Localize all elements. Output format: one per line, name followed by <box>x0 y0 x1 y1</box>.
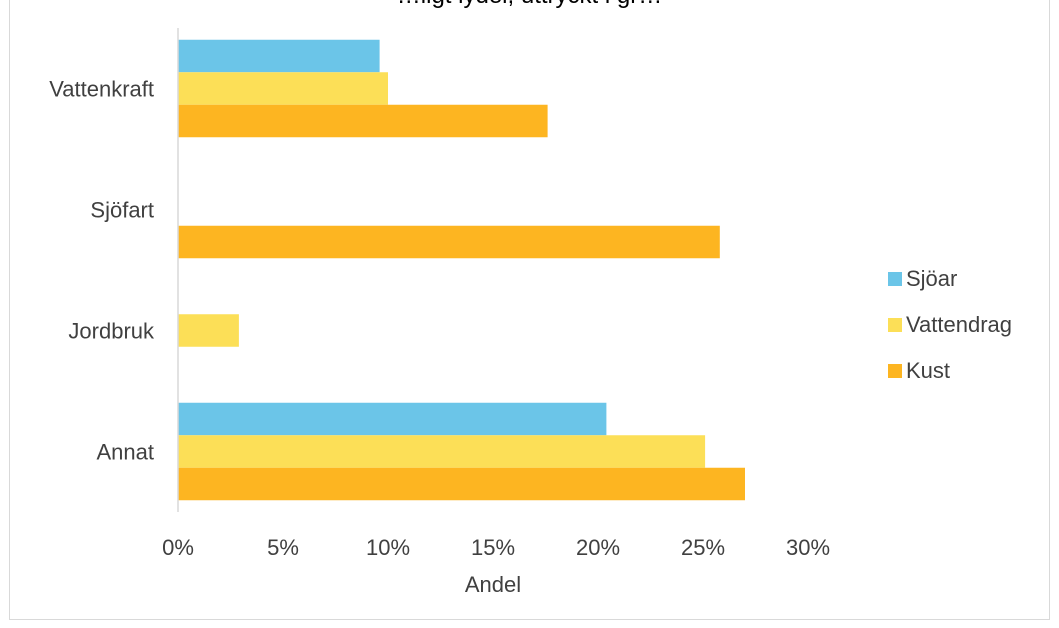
x-tick-label: 25% <box>681 535 725 560</box>
legend-label-vattendrag: Vattendrag <box>906 312 1013 337</box>
bar-sjofart-kust <box>178 225 720 259</box>
legend-item-sjoar: Sjöar <box>888 256 1012 302</box>
legend-item-vattendrag: Vattendrag <box>888 302 1012 348</box>
legend-swatch-kust <box>888 364 902 378</box>
category-label-jordbruk: Jordbruk <box>68 319 155 344</box>
x-tick-label: 0% <box>162 535 194 560</box>
category-label-vattenkraft: Vattenkraft <box>49 77 154 102</box>
chart-title: …ligt lydel, uttryckt i gr… <box>0 0 1059 10</box>
category-label-annat: Annat <box>97 440 155 465</box>
legend-item-kust: Kust <box>888 348 1012 394</box>
x-tick-label: 10% <box>366 535 410 560</box>
x-tick-label: 20% <box>576 535 620 560</box>
legend: Sjöar Vattendrag Kust <box>888 256 1012 394</box>
x-axis-title: Andel <box>465 572 521 597</box>
bar-vattenkraft-sjoar <box>178 39 380 73</box>
bar-vattenkraft-kust <box>178 104 548 138</box>
legend-label-kust: Kust <box>906 358 951 383</box>
bar-annat-sjoar <box>178 402 607 436</box>
legend-swatch-vattendrag <box>888 318 902 332</box>
bar-vattenkraft-vattendrag <box>178 72 388 105</box>
legend-swatch-sjoar <box>888 272 902 286</box>
legend-label-sjoar: Sjöar <box>906 266 958 291</box>
x-tick-label: 15% <box>471 535 515 560</box>
x-tick-label: 5% <box>267 535 299 560</box>
bar-jordbruk-vattendrag <box>178 314 239 347</box>
x-tick-label: 30% <box>786 535 830 560</box>
bar-annat-vattendrag <box>178 435 706 468</box>
category-label-sjofart: Sjöfart <box>90 198 154 223</box>
bar-annat-kust <box>178 467 745 501</box>
